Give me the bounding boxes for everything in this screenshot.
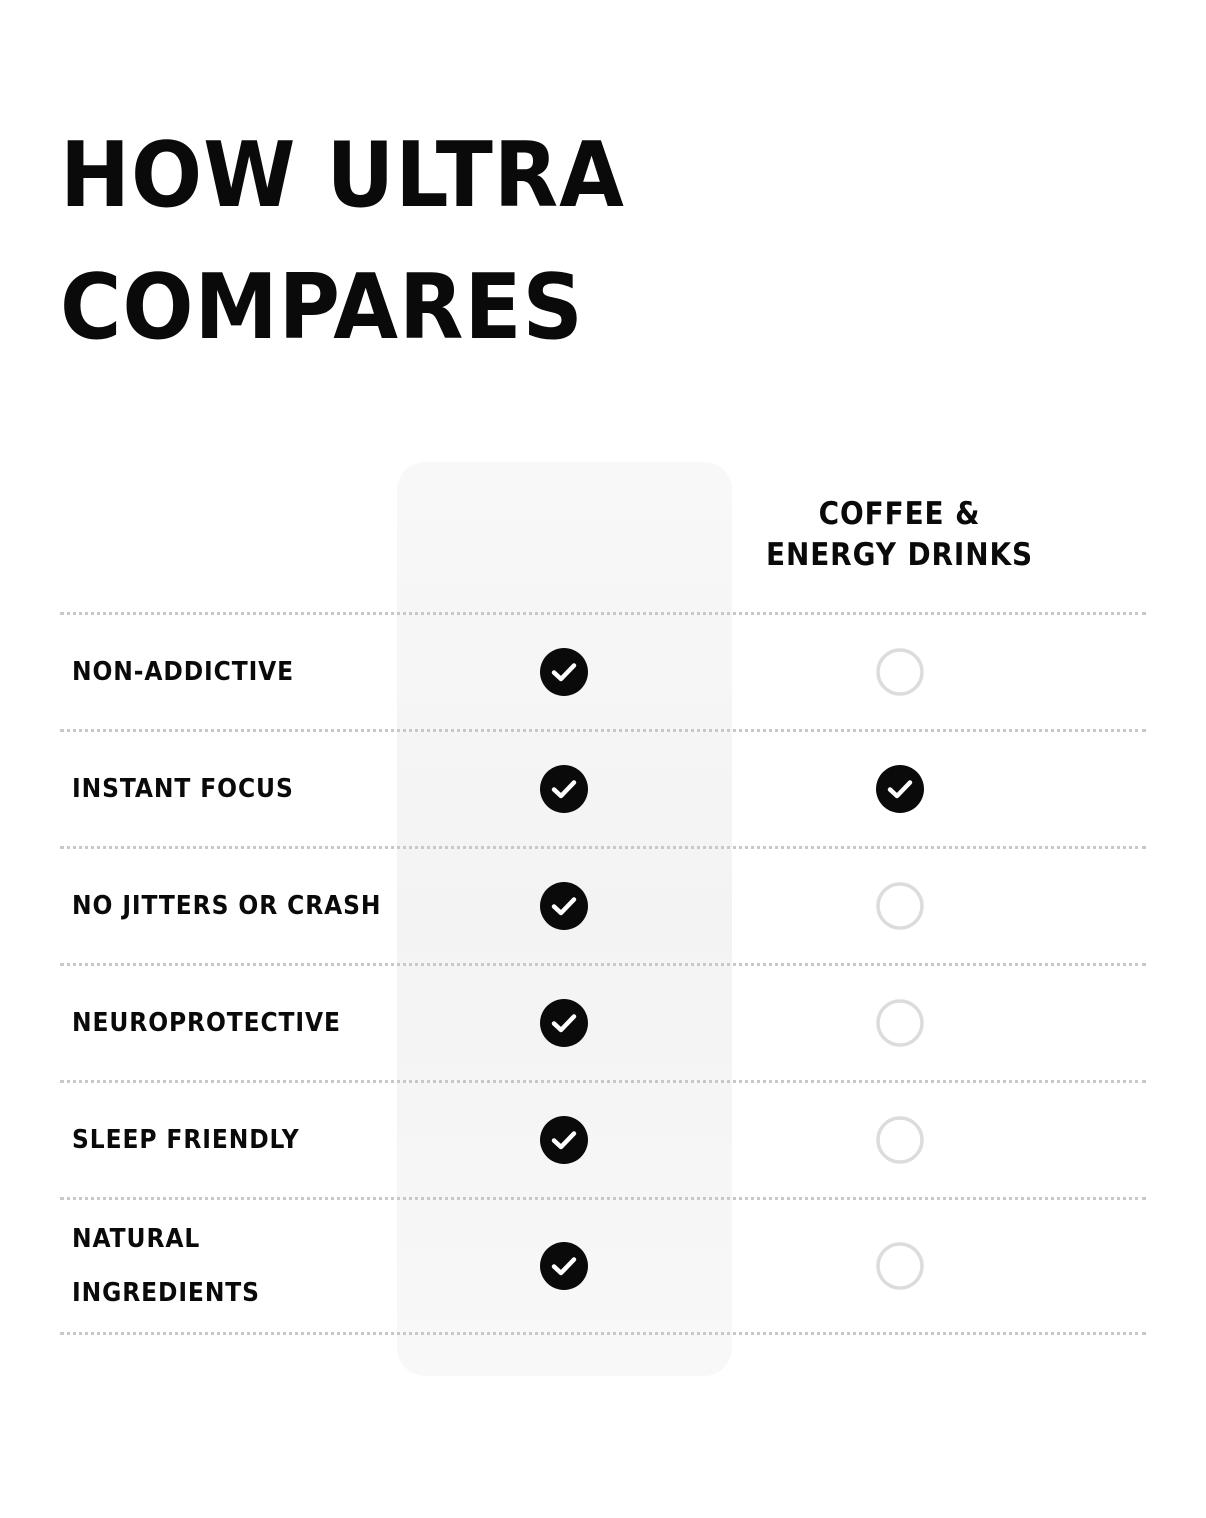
check-circle-icon xyxy=(540,999,588,1047)
check-circle-icon xyxy=(540,1116,588,1164)
comparison-row: NO JITTERS OR CRASH xyxy=(60,849,1146,963)
comparison-row: SLEEP FRIENDLY xyxy=(60,1083,1146,1197)
check-circle-icon xyxy=(540,648,588,696)
row-divider xyxy=(60,729,1146,732)
row-divider xyxy=(60,963,1146,966)
row-label: INSTANT FOCUS xyxy=(72,774,294,804)
page-title-line-2: COMPARES xyxy=(60,255,584,360)
comparison-row: NATURAL INGREDIENTS xyxy=(60,1200,1146,1332)
competitor-column-header: COFFEE & ENERGY DRINKS xyxy=(750,494,1050,576)
row-divider xyxy=(60,1080,1146,1083)
row-label: NO JITTERS OR CRASH xyxy=(72,891,382,921)
comparison-row: NON-ADDICTIVE xyxy=(60,615,1146,729)
empty-circle-icon xyxy=(876,999,924,1047)
row-divider xyxy=(60,1332,1146,1335)
competitor-header-line-2: ENERGY DRINKS xyxy=(766,537,1033,573)
row-divider xyxy=(60,1197,1146,1200)
row-divider xyxy=(60,612,1146,615)
row-label: NEUROPROTECTIVE xyxy=(72,1008,341,1038)
check-circle-icon xyxy=(540,882,588,930)
check-circle-icon xyxy=(876,765,924,813)
row-divider xyxy=(60,846,1146,849)
competitor-header-line-1: COFFEE & xyxy=(818,496,981,532)
empty-circle-icon xyxy=(876,1116,924,1164)
check-circle-icon xyxy=(540,765,588,813)
comparison-row: NEUROPROTECTIVE xyxy=(60,966,1146,1080)
check-circle-icon xyxy=(540,1242,588,1290)
comparison-table: NON-ADDICTIVE INSTANT FOCUS NO JITTERS OR … xyxy=(60,612,1146,1335)
row-label: NATURAL INGREDIENTS xyxy=(72,1224,260,1308)
empty-circle-icon xyxy=(876,648,924,696)
page-title: HOW ULTRA COMPARES xyxy=(60,110,625,374)
empty-circle-icon xyxy=(876,1242,924,1290)
row-label: SLEEP FRIENDLY xyxy=(72,1125,300,1155)
comparison-row: INSTANT FOCUS xyxy=(60,732,1146,846)
row-label: NON-ADDICTIVE xyxy=(72,657,295,687)
page-title-line-1: HOW ULTRA xyxy=(60,123,625,228)
empty-circle-icon xyxy=(876,882,924,930)
